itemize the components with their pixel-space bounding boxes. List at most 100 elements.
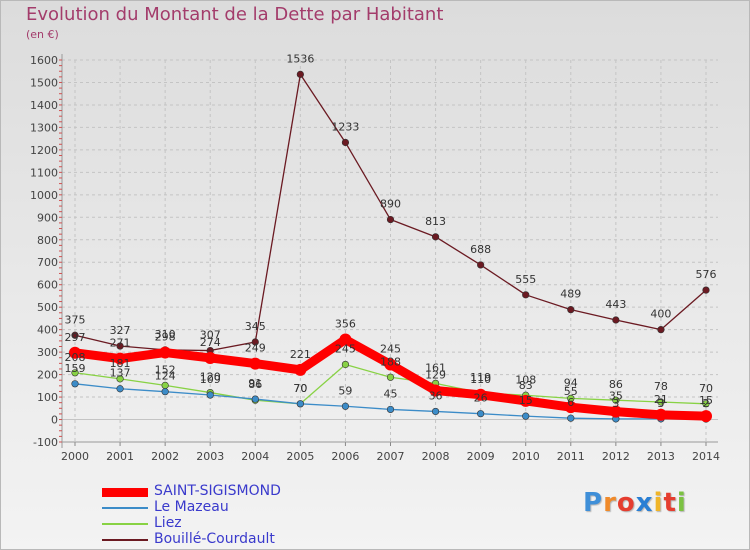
data-label: 688 xyxy=(470,243,491,256)
data-label: 109 xyxy=(200,373,221,386)
legend-swatch xyxy=(102,523,148,525)
data-point xyxy=(477,261,485,269)
data-label: 15 xyxy=(519,394,533,407)
y-tick-label: 0 xyxy=(51,414,58,427)
data-label: 70 xyxy=(699,382,713,395)
data-label: 3 xyxy=(612,397,619,410)
data-label: 152 xyxy=(155,363,176,376)
data-point xyxy=(654,408,667,421)
legend-label: Le Mazeau xyxy=(154,499,229,515)
y-tick-label: -100 xyxy=(33,436,58,449)
data-label: 181 xyxy=(110,357,131,370)
y-tick-label: 400 xyxy=(37,324,58,337)
y-tick-label: 1200 xyxy=(30,144,58,157)
data-point xyxy=(341,138,350,147)
data-label: 245 xyxy=(335,342,356,355)
data-label: 161 xyxy=(425,361,446,374)
x-tick-label: 2014 xyxy=(692,450,720,463)
logo-letter: o xyxy=(616,488,636,518)
data-label: 137 xyxy=(110,367,131,380)
x-tick-label: 2004 xyxy=(241,450,269,463)
x-tick-label: 2006 xyxy=(331,450,359,463)
data-point xyxy=(567,414,575,422)
data-point xyxy=(71,331,79,339)
data-point xyxy=(522,412,530,420)
data-label: 159 xyxy=(65,362,86,375)
data-point xyxy=(161,381,169,389)
x-tick-label: 2008 xyxy=(422,450,450,463)
data-point xyxy=(251,395,259,403)
y-tick-label: 1300 xyxy=(30,121,58,134)
y-tick-label: 900 xyxy=(37,211,58,224)
data-label: 310 xyxy=(155,328,176,341)
y-tick-label: 1600 xyxy=(30,54,58,67)
data-label: 3 xyxy=(657,397,664,410)
data-label: 86 xyxy=(609,378,623,391)
logo-letter: r xyxy=(603,488,617,518)
data-label: 208 xyxy=(65,351,86,364)
data-label: 327 xyxy=(110,324,131,337)
y-tick-label: 500 xyxy=(37,301,58,314)
data-label: 83 xyxy=(519,379,533,392)
y-tick-label: 1500 xyxy=(30,76,58,89)
data-label: 555 xyxy=(515,273,536,286)
data-point xyxy=(339,333,352,346)
data-point xyxy=(204,351,217,364)
x-tick-label: 2001 xyxy=(106,450,134,463)
legend-item: SAINT-SIGISMOND xyxy=(102,483,382,500)
x-tick-label: 2003 xyxy=(196,450,224,463)
chart-title: Evolution du Montant de la Dette par Hab… xyxy=(26,4,444,25)
data-label: 36 xyxy=(429,389,443,402)
data-label: 1536 xyxy=(286,52,314,65)
legend-label: Liez xyxy=(154,515,182,531)
y-tick-label: 1100 xyxy=(30,166,58,179)
data-label: 78 xyxy=(654,380,668,393)
data-label: 129 xyxy=(425,369,446,382)
data-point xyxy=(116,342,124,350)
data-label: 890 xyxy=(380,198,401,211)
data-point xyxy=(431,407,440,416)
data-point xyxy=(612,396,620,404)
legend-swatch xyxy=(102,507,148,509)
data-label: 375 xyxy=(65,313,86,326)
logo-letter: i xyxy=(676,488,687,518)
data-label: 55 xyxy=(564,385,578,398)
chart-unit: (en €) xyxy=(26,28,59,41)
data-label: 297 xyxy=(65,331,86,344)
data-point xyxy=(522,291,530,299)
x-tick-label: 2011 xyxy=(557,450,585,463)
x-tick-label: 2005 xyxy=(286,450,314,463)
data-label: 70 xyxy=(293,382,307,395)
data-label: 15 xyxy=(699,394,713,407)
y-tick-label: 300 xyxy=(37,346,58,359)
data-point xyxy=(159,346,172,359)
data-point xyxy=(69,346,81,359)
data-point xyxy=(702,400,710,408)
data-label: 70 xyxy=(293,382,307,395)
logo-letter: t xyxy=(663,488,677,518)
data-point xyxy=(386,373,395,381)
data-label: 307 xyxy=(200,329,221,342)
data-point xyxy=(206,391,214,399)
data-label: 2 xyxy=(703,397,710,410)
data-label: 443 xyxy=(605,298,626,311)
data-label: 45 xyxy=(384,387,398,400)
legend-item: Liez xyxy=(102,515,382,532)
proxiti-logo: Proxiti xyxy=(583,488,687,518)
x-tick-label: 2009 xyxy=(467,450,495,463)
x-tick-label: 2000 xyxy=(61,450,89,463)
data-label: 119 xyxy=(470,371,491,384)
data-label: 271 xyxy=(110,337,131,350)
data-point xyxy=(702,286,710,294)
data-point xyxy=(386,405,395,414)
data-label: 91 xyxy=(248,377,262,390)
logo-letter: P xyxy=(583,488,604,518)
data-point xyxy=(294,363,307,376)
legend-swatch xyxy=(102,539,148,541)
data-point xyxy=(612,316,620,324)
data-label: 21 xyxy=(654,393,668,406)
data-point xyxy=(296,400,304,408)
data-point xyxy=(341,402,350,410)
